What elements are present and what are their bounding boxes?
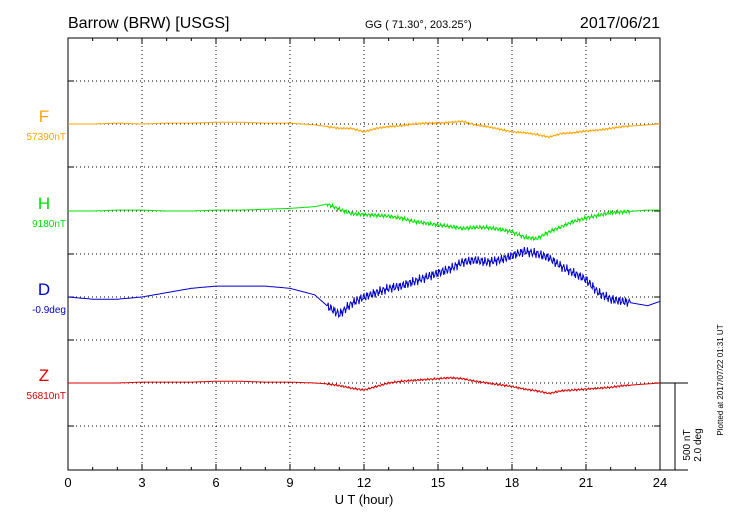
x-tick-label: 24 <box>653 475 667 490</box>
series-name-h: H <box>38 194 50 213</box>
x-tick-label: 0 <box>64 475 71 490</box>
series-line-z <box>68 376 660 395</box>
series-baseline-d: -0.9deg <box>32 305 66 316</box>
series-line-d <box>67 246 661 319</box>
series-group <box>67 119 661 395</box>
x-axis-ticks: 0 3 6 9 12 15 18 21 24 <box>64 38 667 490</box>
date-label: 2017/06/21 <box>580 15 660 32</box>
x-tick-label: 12 <box>357 475 371 490</box>
x-tick-label: 18 <box>505 475 519 490</box>
grid-lines <box>68 38 660 470</box>
x-axis-label: U T (hour) <box>335 492 394 507</box>
station-title: Barrow (BRW) [USGS] <box>68 15 230 32</box>
x-tick-label: 9 <box>286 475 293 490</box>
series-labels: F 57390nT H 9180nT D -0.9deg Z 56810nT <box>27 107 66 402</box>
series-name-d: D <box>38 280 50 299</box>
x-tick-label: 3 <box>138 475 145 490</box>
x-tick-label: 15 <box>431 475 445 490</box>
scale-bar: 500 nT 2.0 deg <box>660 382 704 471</box>
x-tick-label: 6 <box>212 475 219 490</box>
scale-label-deg: 2.0 deg <box>693 428 704 461</box>
series-name-z: Z <box>39 366 49 385</box>
series-baseline-z: 56810nT <box>27 391 66 402</box>
coordinates-label: GG ( 71.30°, 203.25°) <box>365 19 472 31</box>
series-baseline-f: 57390nT <box>27 132 66 143</box>
series-baseline-h: 9180nT <box>32 219 66 230</box>
series-line-f <box>68 119 660 140</box>
x-tick-label: 21 <box>579 475 593 490</box>
plot-area: 0 3 6 9 12 15 18 21 24 F 57390nT H 9180nT D -0.9deg Z 5… <box>27 37 667 490</box>
series-name-f: F <box>39 107 49 126</box>
series-line-h <box>68 202 660 242</box>
plotted-note: Plotted at 2017/07/22 01:31 UT <box>716 324 725 435</box>
scale-label-nt: 500 nT <box>682 429 693 460</box>
